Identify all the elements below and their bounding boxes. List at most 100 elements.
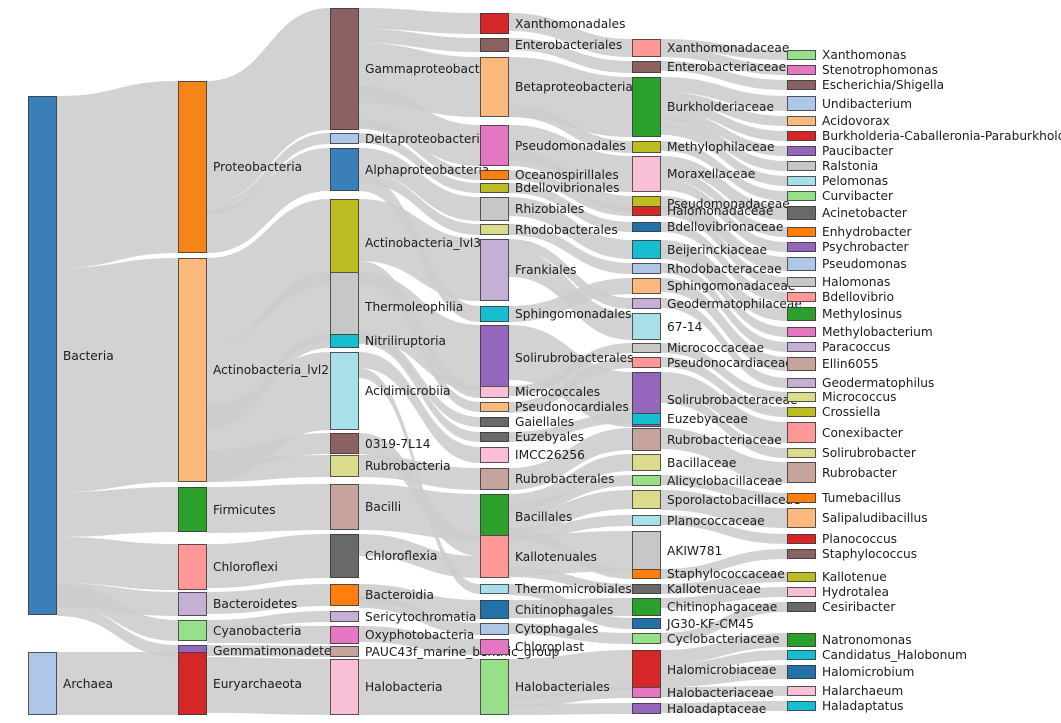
sankey-node-hydrotalea[interactable] (787, 587, 816, 597)
sankey-link[interactable] (661, 475, 787, 503)
sankey-node-cyanobacteria[interactable] (178, 620, 207, 641)
sankey-link[interactable] (359, 133, 480, 193)
sankey-link[interactable] (207, 657, 330, 715)
sankey-link[interactable] (661, 263, 787, 352)
sankey-link[interactable] (509, 250, 632, 340)
sankey-node-bdellovibrio[interactable] (787, 292, 816, 302)
sankey-node-rhodobacterales[interactable] (480, 224, 509, 235)
sankey-node-gammaproteobacteria[interactable] (330, 8, 359, 130)
sankey-link[interactable] (661, 141, 787, 201)
sankey-node-enterobacteriales[interactable] (480, 38, 509, 52)
sankey-link[interactable] (661, 180, 787, 252)
sankey-link[interactable] (661, 357, 787, 417)
sankey-link[interactable] (509, 150, 632, 212)
sankey-node-bdellovibrionales[interactable] (480, 183, 509, 193)
sankey-link[interactable] (661, 92, 787, 126)
sankey-node-halobacteriaceae[interactable] (632, 687, 661, 698)
sankey-node-halomicrobiaceae[interactable] (632, 650, 661, 690)
sankey-node-haloadaptaceae[interactable] (632, 703, 661, 714)
sankey-link[interactable] (661, 515, 787, 544)
sankey-node-pelomonas[interactable] (787, 176, 816, 186)
sankey-node-paucibacter[interactable] (787, 146, 816, 156)
sankey-link[interactable] (359, 86, 480, 166)
sankey-node-acidovorax[interactable] (787, 116, 816, 126)
sankey-link[interactable] (359, 484, 480, 540)
sankey-node-kallotenuaceae[interactable] (632, 584, 661, 594)
sankey-node-xanthomonadales[interactable] (480, 13, 509, 34)
sankey-node-escherichia_shigella[interactable] (787, 80, 816, 90)
sankey-node-moraxellaceae[interactable] (632, 156, 661, 192)
sankey-node-xanthomonadaceae[interactable] (632, 39, 661, 57)
sankey-link[interactable] (509, 125, 632, 192)
sankey-node-acidimicrobiia[interactable] (330, 352, 359, 430)
sankey-link[interactable] (359, 352, 480, 463)
sankey-link[interactable] (359, 584, 480, 619)
sankey-node-firmicutes[interactable] (178, 487, 207, 532)
sankey-node-pauc43f[interactable] (330, 646, 359, 657)
sankey-node-deltaproteobacteria[interactable] (330, 133, 359, 144)
sankey-link[interactable] (207, 133, 330, 214)
sankey-link[interactable] (207, 625, 330, 644)
sankey-link[interactable] (661, 156, 787, 220)
sankey-link[interactable] (509, 325, 632, 427)
sankey-node-67-14[interactable] (632, 313, 661, 340)
sankey-link[interactable] (207, 148, 330, 253)
sankey-link[interactable] (509, 475, 632, 514)
sankey-link[interactable] (509, 687, 632, 707)
sankey-node-chitinophagales[interactable] (480, 600, 509, 619)
sankey-node-methylophilaceae[interactable] (632, 141, 661, 153)
sankey-link[interactable] (661, 47, 787, 75)
sankey-node-gaiellales[interactable] (480, 417, 509, 427)
sankey-link[interactable] (509, 515, 632, 539)
sankey-link[interactable] (661, 278, 787, 371)
sankey-link[interactable] (661, 372, 787, 443)
sankey-node-acinetobacter[interactable] (787, 206, 816, 220)
sankey-node-micrococcus[interactable] (787, 392, 816, 402)
sankey-node-kallotenuales[interactable] (480, 535, 509, 578)
sankey-link[interactable] (661, 572, 787, 594)
sankey-node-crossiella[interactable] (787, 407, 816, 417)
sankey-node-chloroflexi[interactable] (178, 544, 207, 590)
sankey-node-halomicrobium[interactable] (787, 665, 816, 679)
sankey-link[interactable] (661, 602, 787, 643)
sankey-link[interactable] (509, 428, 632, 490)
sankey-node-xanthomonas[interactable] (787, 50, 816, 60)
sankey-node-methylobacterium[interactable] (787, 327, 816, 337)
sankey-node-euzebyaceae[interactable] (632, 413, 661, 425)
sankey-node-frankiales[interactable] (480, 239, 509, 301)
sankey-link[interactable] (359, 8, 480, 34)
sankey-link[interactable] (359, 199, 480, 301)
sankey-link[interactable] (359, 119, 480, 180)
sankey-node-halomonas[interactable] (787, 277, 816, 287)
sankey-link[interactable] (661, 343, 787, 402)
sankey-node-alphaproteobacteria[interactable] (330, 148, 359, 191)
sankey-link[interactable] (661, 101, 787, 141)
sankey-link[interactable] (207, 484, 330, 533)
sankey-node-staphylococcaceae[interactable] (632, 569, 661, 579)
sankey-link[interactable] (207, 645, 330, 657)
sankey-node-ellin6055[interactable] (787, 357, 816, 371)
sankey-node-halarchaeum[interactable] (787, 686, 816, 696)
sankey-link[interactable] (57, 537, 178, 590)
sankey-node-chloroplast[interactable] (480, 639, 509, 655)
sankey-node-oceanospirillales[interactable] (480, 170, 509, 180)
sankey-node-micrococcales[interactable] (480, 386, 509, 398)
sankey-node-undibacterium[interactable] (787, 96, 816, 111)
sankey-link[interactable] (661, 77, 787, 111)
sankey-link[interactable] (661, 650, 787, 674)
sankey-link[interactable] (661, 222, 787, 302)
sankey-node-betaproteobacteriales[interactable] (480, 57, 509, 117)
sankey-link[interactable] (207, 199, 330, 345)
sankey-link[interactable] (661, 633, 787, 664)
sankey-node-rubrobacter[interactable] (787, 462, 816, 483)
sankey-link[interactable] (661, 170, 787, 237)
sankey-link[interactable] (359, 332, 480, 427)
sankey-link[interactable] (359, 455, 480, 490)
sankey-node-actinobacteria_lvl3[interactable] (330, 199, 359, 286)
sankey-node-solirubrobacter[interactable] (787, 448, 816, 458)
sankey-node-staphylococcus[interactable] (787, 549, 816, 559)
sankey-link[interactable] (509, 413, 632, 442)
sankey-link[interactable] (661, 249, 787, 337)
sankey-node-sericytochromatia[interactable] (330, 611, 359, 622)
sankey-link[interactable] (509, 105, 632, 153)
